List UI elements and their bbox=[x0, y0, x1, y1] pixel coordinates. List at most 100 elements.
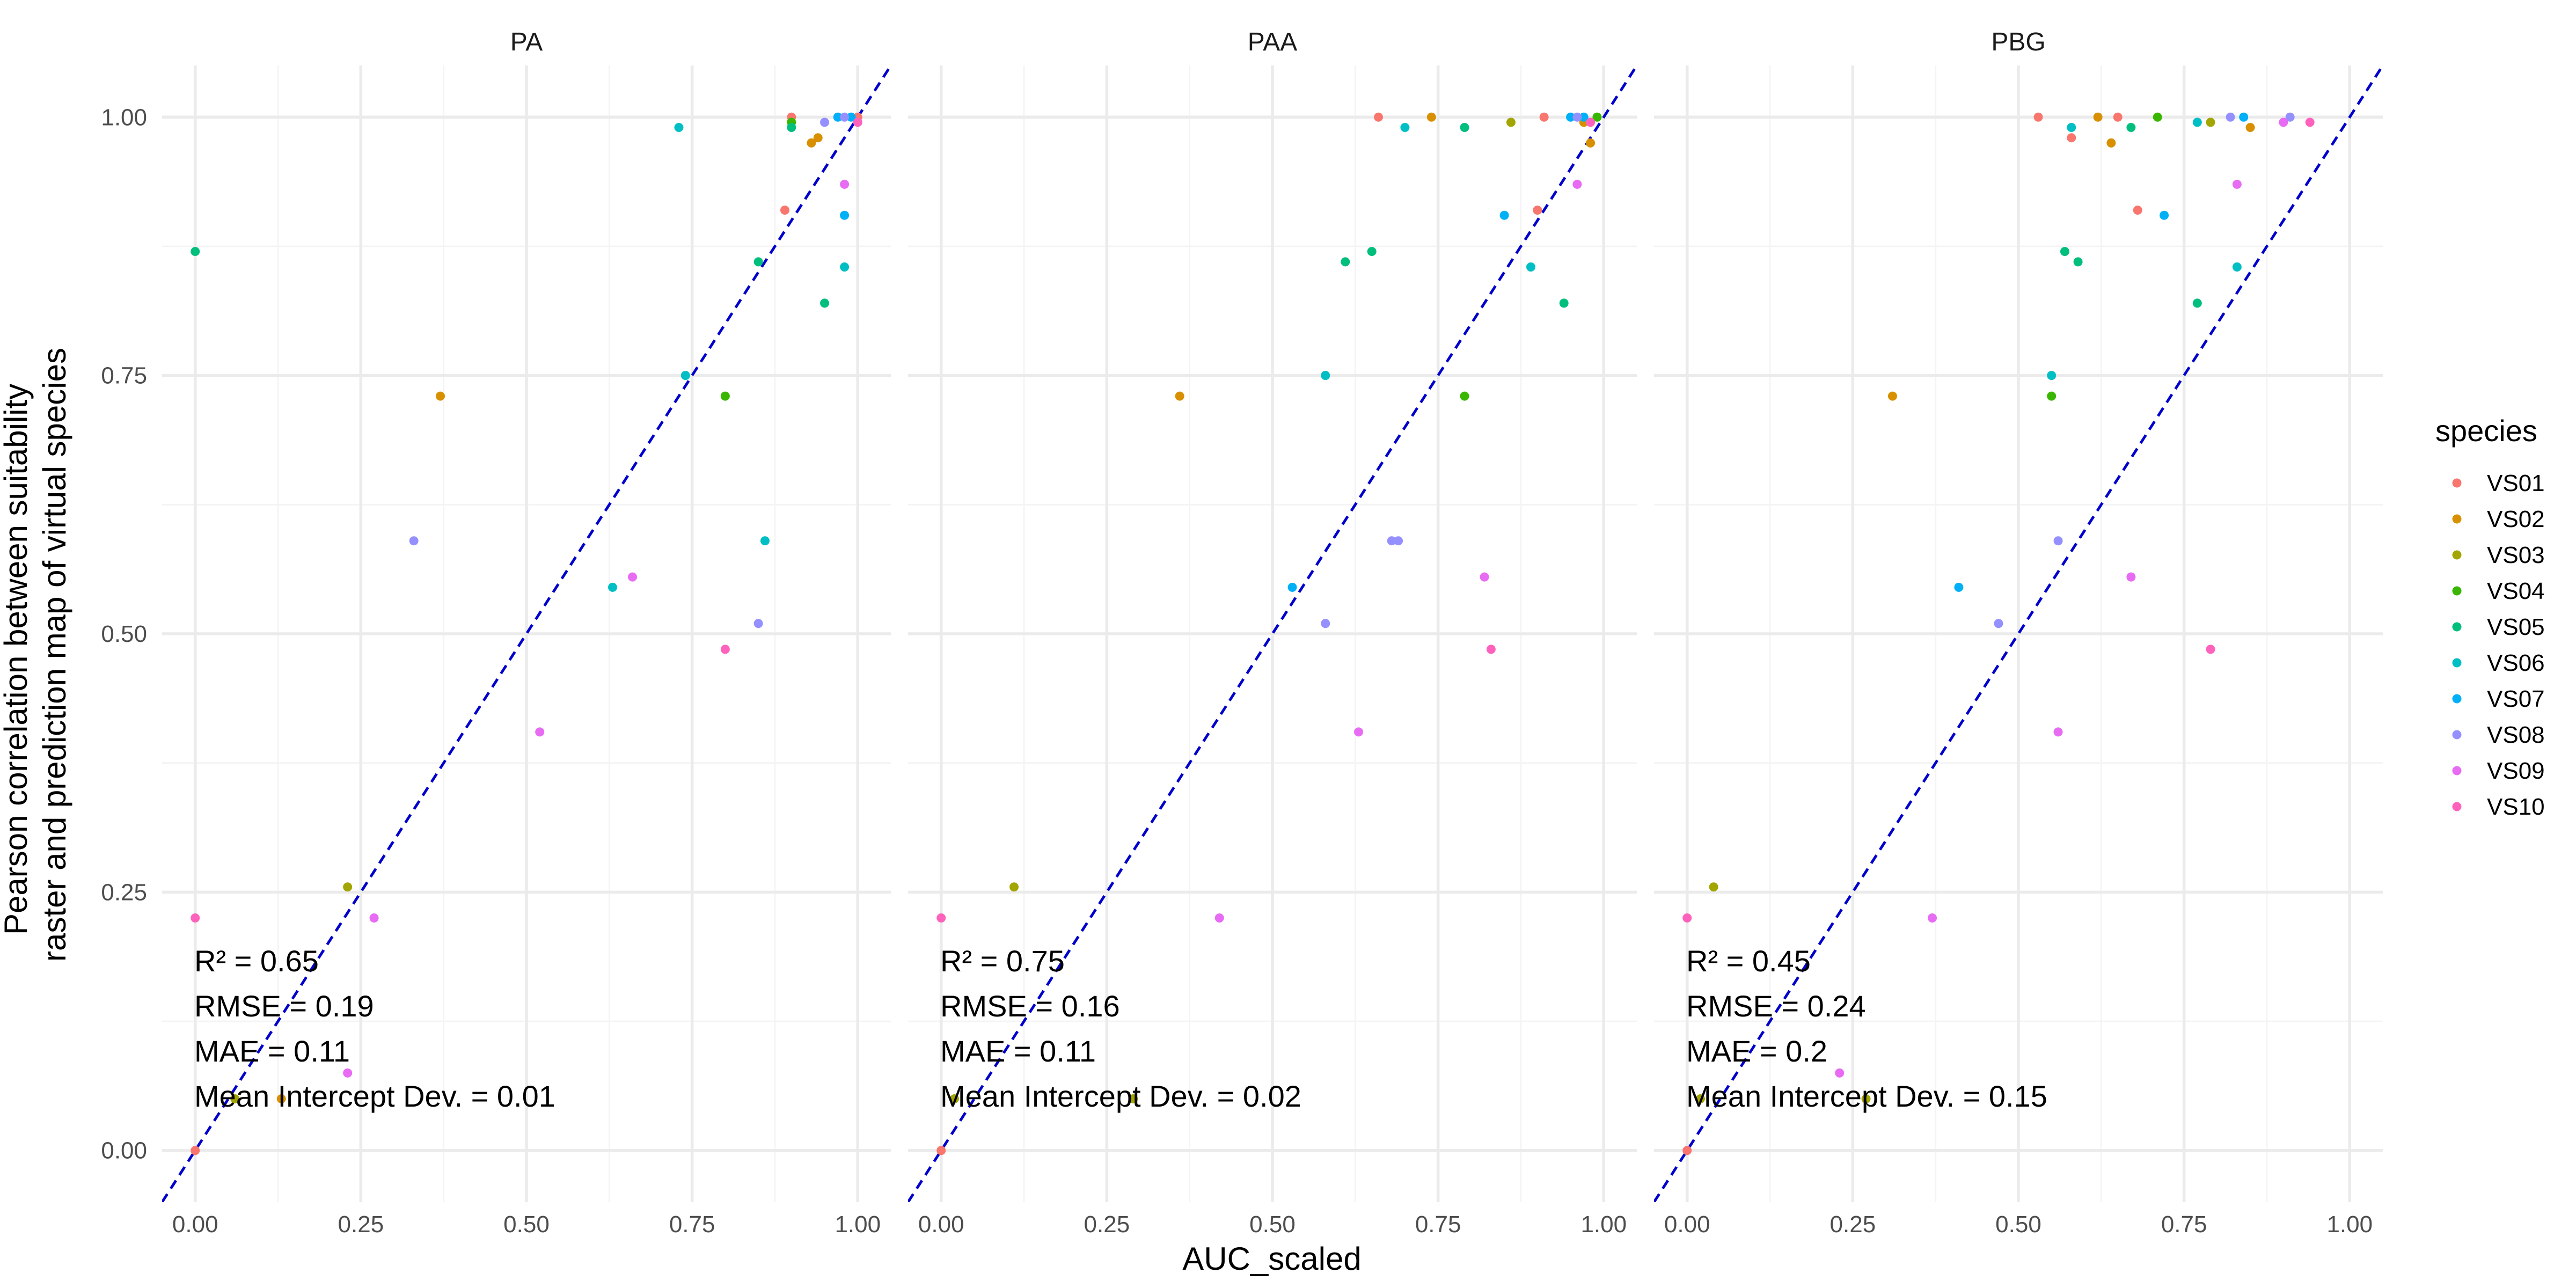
x-tick-label: 0.75 bbox=[669, 1211, 715, 1238]
stat-annotation: R² = 0.75 bbox=[940, 944, 1065, 978]
data-point-vs08 bbox=[840, 112, 850, 122]
data-point-vs05 bbox=[1460, 123, 1469, 133]
data-point-vs01 bbox=[2033, 112, 2043, 122]
legend-key-vs09 bbox=[2452, 766, 2462, 775]
data-point-vs03 bbox=[1709, 882, 1718, 892]
legend-items: VS01 VS02 VS03 VS04 VS05 VS06 VS07 VS08 VS09 VS10 bbox=[2452, 470, 2545, 820]
data-point-vs04 bbox=[2153, 112, 2162, 122]
data-point-vs03 bbox=[2206, 118, 2215, 127]
legend-key-vs10 bbox=[2452, 802, 2462, 811]
data-point-vs07 bbox=[1566, 112, 1576, 122]
y-tick-label: 0.75 bbox=[101, 363, 147, 389]
x-tick-label: 0.50 bbox=[1995, 1211, 2041, 1238]
data-point-vs02 bbox=[1887, 391, 1897, 401]
data-point-vs01 bbox=[191, 1146, 200, 1155]
data-point-vs06 bbox=[2047, 371, 2057, 380]
legend-label-vs05: VS05 bbox=[2487, 614, 2545, 640]
data-point-vs06 bbox=[674, 123, 684, 133]
data-point-vs02 bbox=[1175, 391, 1184, 401]
data-point-vs09 bbox=[840, 179, 850, 189]
data-point-vs07 bbox=[1579, 112, 1589, 122]
facet-label-pbg: PBG bbox=[1991, 28, 2045, 56]
data-point-vs06 bbox=[760, 536, 770, 546]
data-point-vs10 bbox=[191, 913, 200, 923]
stat-annotation: R² = 0.65 bbox=[194, 944, 319, 978]
data-point-vs01 bbox=[1374, 112, 1384, 122]
legend-label-vs07: VS07 bbox=[2487, 686, 2545, 712]
data-point-vs10 bbox=[2305, 118, 2315, 127]
y-tick-label: 0.50 bbox=[101, 621, 147, 647]
legend-key-vs05 bbox=[2452, 622, 2462, 632]
stat-annotation: RMSE = 0.16 bbox=[940, 989, 1120, 1023]
data-point-vs10 bbox=[1486, 645, 1496, 654]
legend: species VS01 VS02 VS03 VS04 VS05 VS06 VS07 VS08… bbox=[2435, 414, 2545, 820]
data-point-vs09 bbox=[2232, 179, 2242, 189]
data-point-vs01 bbox=[780, 206, 789, 215]
data-point-vs08 bbox=[2285, 112, 2295, 122]
data-point-vs08 bbox=[1572, 112, 1582, 122]
data-point-vs09 bbox=[1572, 179, 1582, 189]
x-tick-label: 0.50 bbox=[1249, 1211, 1296, 1238]
legend-key-vs03 bbox=[2452, 550, 2462, 560]
data-point-vs02 bbox=[2106, 138, 2116, 148]
data-point-vs01 bbox=[1539, 112, 1549, 122]
data-point-vs08 bbox=[2053, 536, 2063, 546]
facet-label-pa: PA bbox=[510, 28, 543, 56]
data-point-vs05 bbox=[1341, 257, 1350, 267]
data-point-vs05 bbox=[2126, 123, 2136, 133]
data-point-vs03 bbox=[949, 1094, 959, 1103]
data-point-vs10 bbox=[853, 118, 862, 127]
y-tick-label: 0.00 bbox=[101, 1138, 147, 1164]
x-tick-label: 0.25 bbox=[338, 1211, 384, 1238]
data-point-vs01 bbox=[1533, 206, 1542, 215]
data-point-vs06 bbox=[680, 371, 690, 380]
data-point-vs03 bbox=[1506, 118, 1516, 127]
x-tick-label: 0.75 bbox=[2161, 1211, 2207, 1238]
data-point-vs10 bbox=[1682, 913, 1692, 923]
stat-annotation: RMSE = 0.19 bbox=[194, 989, 374, 1023]
data-point-vs08 bbox=[1321, 619, 1330, 628]
y-tick-label: 1.00 bbox=[101, 104, 147, 130]
legend-key-vs08 bbox=[2452, 730, 2462, 740]
data-point-vs06 bbox=[1526, 262, 1535, 272]
data-point-vs09 bbox=[1928, 913, 1937, 923]
data-point-vs02 bbox=[2245, 123, 2255, 133]
data-point-vs04 bbox=[720, 391, 730, 401]
data-point-vs05 bbox=[820, 298, 830, 308]
data-point-vs08 bbox=[2226, 112, 2235, 122]
data-point-vs07 bbox=[840, 210, 850, 220]
y-tick-label: 0.25 bbox=[101, 879, 147, 905]
data-point-vs04 bbox=[2047, 391, 2057, 401]
data-point-vs08 bbox=[820, 118, 830, 127]
x-tick-label: 0.25 bbox=[1830, 1211, 1876, 1238]
data-point-vs10 bbox=[936, 913, 946, 923]
data-point-vs03 bbox=[343, 882, 353, 892]
legend-key-vs07 bbox=[2452, 694, 2462, 704]
data-point-vs07 bbox=[2239, 112, 2249, 122]
panel-paa: PAA 0.00 0.25 0.50 0.75 1.00 R² = 0.75 RMSE = 0… bbox=[908, 28, 1637, 1238]
legend-title: species bbox=[2435, 414, 2537, 448]
stat-annotation: Mean Intercept Dev. = 0.02 bbox=[940, 1079, 1301, 1113]
x-tick-label: 0.50 bbox=[503, 1211, 550, 1238]
data-point-vs03 bbox=[230, 1094, 240, 1103]
data-point-vs01 bbox=[2067, 133, 2076, 143]
stat-annotation: RMSE = 0.24 bbox=[1686, 989, 1866, 1023]
data-point-vs09 bbox=[1214, 913, 1224, 923]
data-point-vs07 bbox=[1287, 582, 1297, 592]
panel-pbg: PBG 0.00 0.25 0.50 0.75 1.00 R² = 0.45 RMSE = 0… bbox=[1654, 28, 2383, 1238]
legend-label-vs06: VS06 bbox=[2487, 650, 2545, 676]
data-point-vs05 bbox=[191, 247, 200, 257]
data-point-vs07 bbox=[2160, 210, 2169, 220]
data-point-vs09 bbox=[369, 913, 379, 923]
legend-key-vs02 bbox=[2452, 514, 2462, 524]
data-point-vs09 bbox=[2126, 572, 2136, 582]
x-tick-label: 0.75 bbox=[1415, 1211, 1461, 1238]
data-point-vs07 bbox=[846, 112, 856, 122]
data-point-vs02 bbox=[813, 133, 823, 143]
data-point-vs08 bbox=[753, 619, 763, 628]
data-point-vs08 bbox=[1994, 619, 2003, 628]
legend-label-vs03: VS03 bbox=[2487, 542, 2545, 568]
data-point-vs08 bbox=[1387, 536, 1396, 546]
